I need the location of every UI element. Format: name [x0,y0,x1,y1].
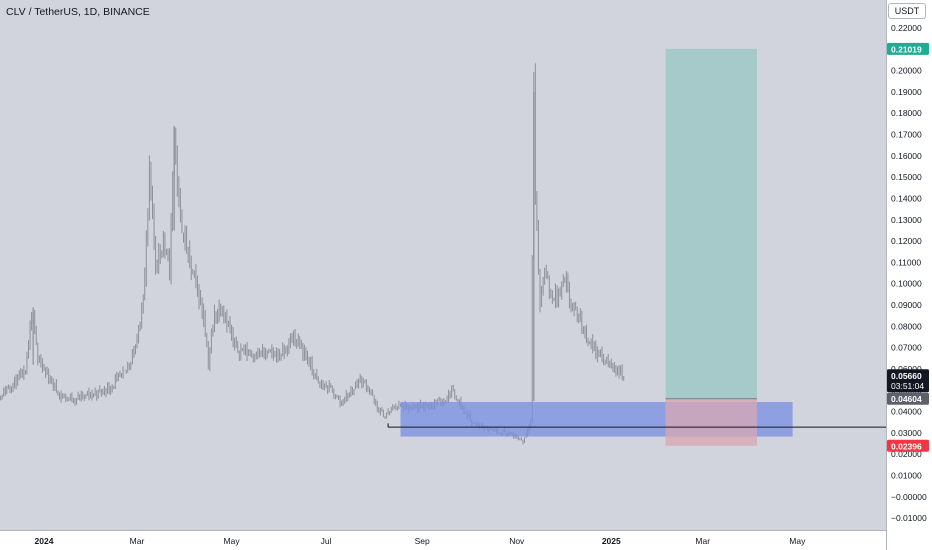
price-label-current: 0.05660 [891,371,922,381]
price-label-countdown: 03:51:04 [891,381,924,391]
price-tick-label: 0.22000 [891,23,922,33]
time-tick-label: Nov [509,536,525,546]
price-tick-label: 0.14000 [891,193,922,203]
price-tick-label: 0.10000 [891,279,922,289]
time-tick-label: May [789,536,806,546]
time-axis-panel [0,530,886,550]
currency-button[interactable]: USDT [888,3,926,19]
price-label-entry: 0.04604 [891,394,922,404]
time-tick-label: Sep [415,536,430,546]
time-tick-label: Jul [321,536,332,546]
price-tick-label: 0.13000 [891,215,922,225]
price-tick-label: 0.11000 [891,257,921,267]
price-tick-label: 0.17000 [891,130,922,140]
price-tick-label: 0.01000 [891,471,922,481]
time-tick-label: 2025 [602,536,621,546]
price-tick-label: 0.07000 [891,343,922,353]
price-tick-label: 0.06000 [891,364,922,374]
price-label-target: 0.21019 [891,44,922,54]
price-tick-label: 0.09000 [891,300,922,310]
price-label-current-bg [887,369,929,393]
time-tick-label: Mar [130,536,145,546]
price-tick-label: 0.15000 [891,172,922,182]
position-target-area [665,48,757,399]
price-label-stop-bg [887,439,929,452]
price-tick-label: 0.04000 [891,407,922,417]
price-tick-label: −0.00000 [891,492,927,502]
time-tick-label: Mar [695,536,710,546]
price-label-target-bg [887,42,929,55]
price-label-entry-bg [887,392,929,405]
price-tick-label: 0.12000 [891,236,922,246]
price-axis-panel [886,0,932,550]
chart-title: CLV / TetherUS, 1D, BINANCE [6,6,150,18]
price-label-stop: 0.02396 [891,441,922,451]
price-tick-label: 0.20000 [891,66,922,76]
price-tick-label: −0.01000 [891,513,927,523]
price-tick-label: 0.08000 [891,321,922,331]
time-tick-label: May [224,536,241,546]
price-tick-label: 0.02000 [891,449,922,459]
position-stop-area [665,398,757,446]
price-tick-label: 0.19000 [891,87,922,97]
price-tick-label: 0.16000 [891,151,922,161]
time-tick-label: 2024 [35,536,54,546]
price-tick-label: 0.03000 [891,428,922,438]
price-tick-label: 0.18000 [891,108,922,118]
